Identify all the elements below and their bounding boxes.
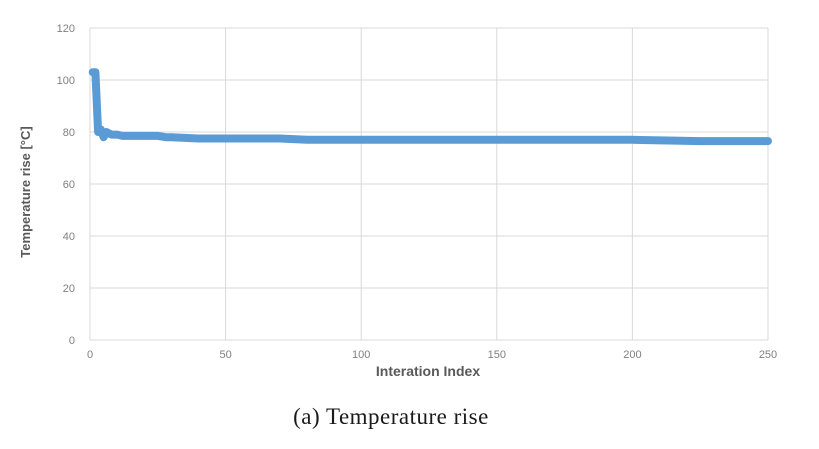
x-tick-label: 100: [352, 349, 370, 361]
data-point: [108, 131, 116, 139]
y-tick-label: 20: [63, 283, 75, 295]
data-point: [628, 136, 636, 144]
y-axis-ticks: 0 20 40 60 80 100 120: [57, 23, 75, 347]
x-axis-ticks: 0 50 100 150 200 250: [87, 349, 777, 361]
x-tick-label: 50: [219, 349, 231, 361]
data-point: [127, 132, 135, 140]
data-point: [249, 135, 257, 142]
data-point: [276, 135, 284, 142]
y-tick-label: 60: [63, 179, 75, 191]
data-point: [425, 136, 433, 144]
y-axis-label: Temperature rise [°C]: [18, 126, 33, 257]
y-tick-label: 120: [57, 23, 75, 35]
data-point: [357, 136, 365, 144]
x-tick-label: 0: [87, 349, 93, 361]
x-axis-label: Interation Index: [376, 363, 480, 379]
data-point: [167, 133, 175, 141]
data-point: [119, 132, 127, 140]
y-tick-label: 0: [69, 335, 75, 347]
data-point: [140, 132, 148, 140]
data-point: [194, 135, 202, 142]
data-point: [493, 136, 501, 144]
grid-lines: [89, 27, 769, 341]
y-tick-label: 40: [63, 231, 75, 243]
data-point: [91, 68, 99, 76]
figure-caption: (a) Temperature rise: [293, 404, 489, 429]
chart-canvas: 0 20 40 60 80 100 120 0 50 100 150 200 250 Interati…: [18, 23, 777, 379]
data-point: [162, 133, 170, 141]
data-point: [764, 137, 772, 145]
data-point: [561, 136, 569, 144]
data-point: [113, 131, 121, 139]
data-point: [222, 135, 230, 142]
data-point: [303, 136, 311, 144]
data-point: [330, 136, 338, 144]
series-line: [88, 68, 772, 146]
x-tick-label: 250: [759, 349, 777, 361]
data-point: [100, 133, 108, 141]
x-tick-label: 200: [623, 349, 641, 361]
data-point: [97, 125, 105, 133]
y-tick-label: 80: [63, 127, 75, 139]
data-point: [696, 137, 704, 145]
data-series: [88, 68, 772, 146]
data-point: [154, 132, 162, 140]
y-tick-label: 100: [57, 75, 75, 87]
x-tick-label: 150: [488, 349, 506, 361]
